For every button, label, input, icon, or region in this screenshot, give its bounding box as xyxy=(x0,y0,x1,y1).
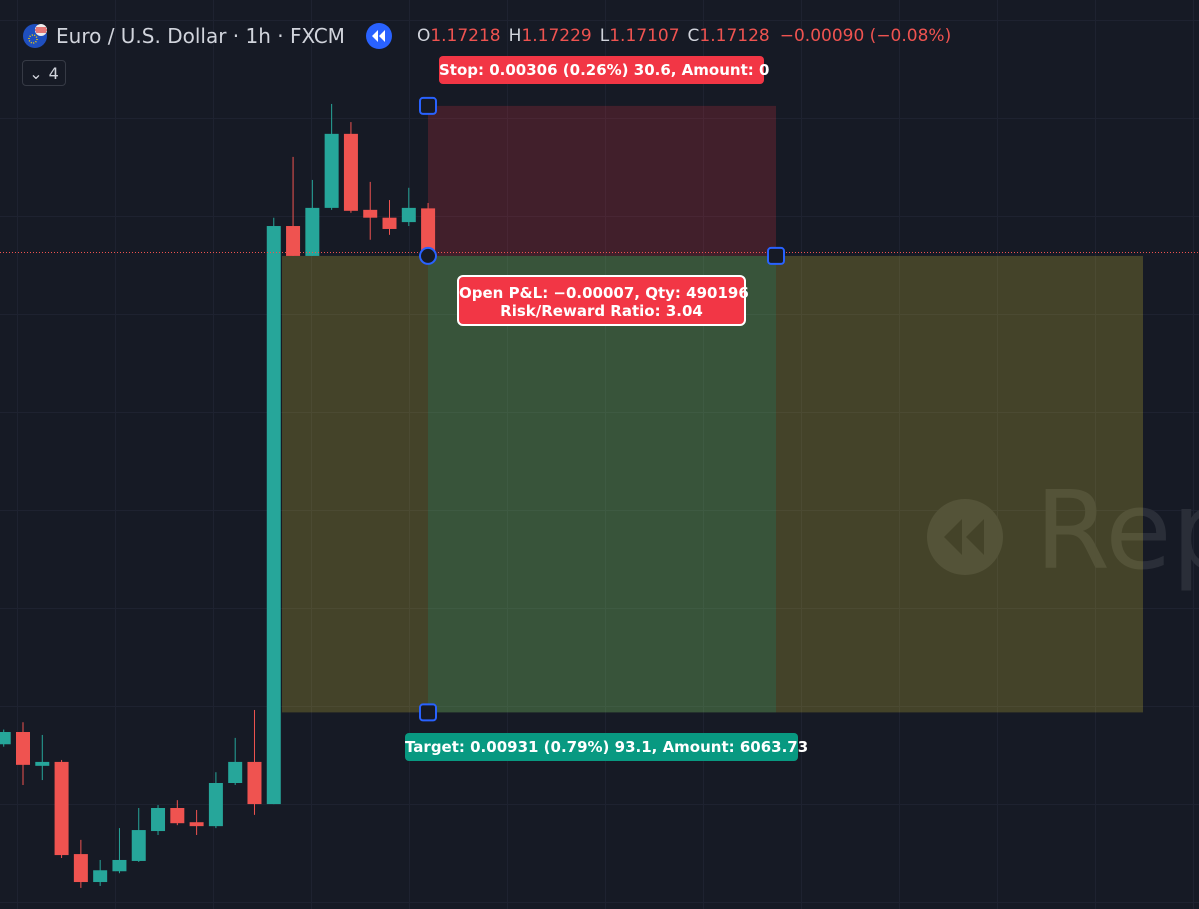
rr-text: Risk/Reward Ratio: 3.04 xyxy=(500,302,703,320)
candle-body xyxy=(170,808,185,824)
replay-button[interactable] xyxy=(365,22,393,50)
symbol-icon xyxy=(23,24,47,48)
candle xyxy=(112,828,127,874)
target-handle xyxy=(419,703,437,722)
candle-body xyxy=(363,209,378,218)
candle xyxy=(305,179,320,256)
candle xyxy=(208,772,223,829)
ohlc-value: 1.17107 xyxy=(609,26,680,46)
candle xyxy=(266,217,281,805)
range-box xyxy=(282,255,1143,713)
ohlc-value: 1.17128 xyxy=(699,26,770,46)
candle xyxy=(0,729,11,747)
target-label: Target: 0.00931 (0.79%) 93.1, Amount: 60… xyxy=(405,733,808,761)
candle xyxy=(343,122,358,213)
ohlc-key: L xyxy=(599,26,610,46)
indicators-toggle[interactable]: ⌄ 4 xyxy=(22,60,66,86)
candle-body xyxy=(208,782,223,827)
stop-handle xyxy=(419,96,437,115)
risk-zone xyxy=(428,105,776,256)
pnl-label: Open P&L: −0.00007, Qty: 490196 Risk/Rewa… xyxy=(457,275,749,326)
symbol-title: Euro / U.S. Dollar · 1h · FXCM xyxy=(56,24,345,48)
header: Euro / U.S. Dollar · 1h · FXCM O1.17218 H… xyxy=(22,22,951,50)
ohlc-key: H xyxy=(508,26,522,46)
candle-body xyxy=(382,217,397,229)
candle xyxy=(16,722,30,785)
ohlc-key: O xyxy=(416,26,431,46)
candle-body xyxy=(401,207,416,223)
chevron: ⌄ xyxy=(29,63,43,83)
candle-body xyxy=(93,870,108,883)
candle-body xyxy=(324,133,339,208)
candle xyxy=(286,156,301,256)
candle-body xyxy=(189,822,204,827)
entry-handle xyxy=(419,246,437,265)
candle-body xyxy=(112,859,127,872)
candle xyxy=(228,737,243,785)
candle xyxy=(170,800,185,826)
pnl-text: Open P&L: −0.00007, Qty: 490196 xyxy=(459,284,749,302)
watermark-icon xyxy=(927,499,1003,575)
ohlc-key: C xyxy=(687,26,700,46)
candle-body xyxy=(343,133,358,211)
candle xyxy=(131,808,146,862)
candle xyxy=(73,839,88,888)
ohlc-value: 1.17229 xyxy=(521,26,592,46)
candle-body xyxy=(151,808,166,832)
stop-label: Stop: 0.00306 (0.26%) 30.6, Amount: 0 xyxy=(439,56,769,84)
candle xyxy=(247,709,262,815)
width-handle xyxy=(767,246,785,265)
candle xyxy=(324,103,339,210)
candle xyxy=(382,200,397,235)
candle-body xyxy=(54,761,69,856)
candle-body xyxy=(16,732,30,765)
candle xyxy=(54,759,69,859)
candle-body xyxy=(131,830,146,861)
ohlc-change: −0.00090 (−0.08%) xyxy=(779,26,952,46)
candle-body xyxy=(421,208,436,253)
candle xyxy=(35,734,50,781)
ohlc-values: O1.17218 H1.17229 L1.17107 C1.17128 −0.00090… xyxy=(409,26,951,46)
candle xyxy=(189,809,204,835)
candle-body xyxy=(266,226,281,805)
ohlc-value: 1.17218 xyxy=(430,26,501,46)
candle xyxy=(151,805,166,835)
candle xyxy=(401,187,416,227)
candle xyxy=(93,859,108,886)
candle-body xyxy=(286,226,301,256)
indicator-count: 4 xyxy=(48,63,59,83)
watermark: Rep xyxy=(1035,469,1199,594)
reward-zone xyxy=(428,255,776,713)
candle-body xyxy=(35,761,50,766)
candle-body xyxy=(228,761,243,783)
candle-body xyxy=(0,732,11,745)
candle xyxy=(363,181,378,240)
candle-body xyxy=(305,207,320,256)
candle-body xyxy=(247,761,262,805)
candle-body xyxy=(73,854,88,883)
